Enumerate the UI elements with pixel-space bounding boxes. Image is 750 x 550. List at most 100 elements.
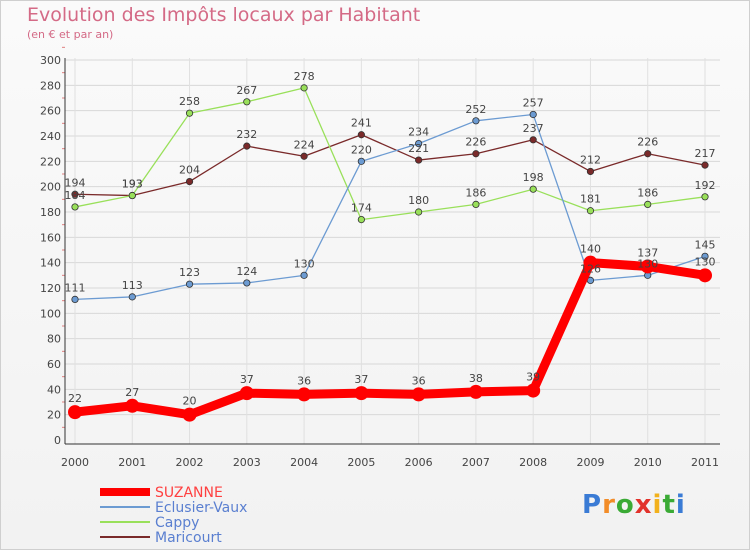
data-point bbox=[640, 259, 655, 274]
data-label: 124 bbox=[236, 265, 257, 278]
y-tick-label: 220 bbox=[40, 155, 61, 168]
data-label: 186 bbox=[637, 186, 658, 199]
data-label: 137 bbox=[637, 246, 658, 259]
data-label: 140 bbox=[580, 243, 601, 256]
data-label: 111 bbox=[65, 281, 86, 294]
y-tick-label: 160 bbox=[40, 231, 61, 244]
x-tick-label: 2003 bbox=[233, 456, 261, 469]
axes: 0204060801001201401601802002202402602803… bbox=[40, 46, 720, 469]
data-point bbox=[357, 157, 365, 165]
data-label: 220 bbox=[351, 143, 372, 156]
data-point bbox=[243, 142, 251, 150]
series-line-maricourt bbox=[74, 134, 706, 197]
chart-title: Evolution des Impôts locaux par Habitant bbox=[27, 4, 421, 26]
data-label: 174 bbox=[351, 202, 372, 215]
data-label: 130 bbox=[294, 257, 315, 270]
x-tick-label: 2004 bbox=[290, 456, 318, 469]
data-label: 193 bbox=[122, 178, 143, 191]
data-label: 241 bbox=[351, 117, 372, 130]
legend-label: Cappy bbox=[155, 515, 199, 531]
data-label: 38 bbox=[469, 372, 483, 385]
data-label: 212 bbox=[580, 153, 601, 166]
data-label: 126 bbox=[580, 262, 601, 275]
x-tick-label: 2010 bbox=[634, 456, 662, 469]
x-tick-label: 2001 bbox=[118, 456, 146, 469]
data-label: 267 bbox=[236, 84, 257, 97]
data-point bbox=[529, 136, 537, 144]
data-label: 198 bbox=[523, 171, 544, 184]
data-label: 204 bbox=[179, 164, 200, 177]
x-tick-label: 2009 bbox=[576, 456, 604, 469]
data-point bbox=[701, 252, 709, 260]
data-label: 145 bbox=[695, 238, 716, 251]
data-point bbox=[185, 178, 194, 186]
y-tick-label: 140 bbox=[40, 257, 61, 270]
data-point bbox=[586, 207, 595, 215]
data-label: 180 bbox=[408, 194, 429, 207]
y-tick-label: 60 bbox=[47, 358, 61, 371]
y-tick-label: 40 bbox=[47, 383, 61, 396]
data-label: 130 bbox=[637, 257, 658, 270]
data-point bbox=[701, 161, 709, 169]
data-point bbox=[357, 216, 365, 224]
y-tick-label: 120 bbox=[40, 282, 61, 295]
data-label: 257 bbox=[523, 96, 544, 109]
y-tick-label: 260 bbox=[40, 105, 61, 118]
data-label: 226 bbox=[465, 136, 486, 149]
series-line-suzanne bbox=[74, 258, 706, 420]
data-point bbox=[529, 185, 537, 193]
x-tick-label: 2007 bbox=[462, 456, 490, 469]
data-label: 184 bbox=[65, 189, 86, 202]
data-label: 226 bbox=[637, 136, 658, 149]
data-point bbox=[472, 150, 480, 158]
data-point bbox=[415, 156, 423, 164]
y-tick-label: 0 bbox=[54, 434, 61, 447]
series-layer bbox=[68, 84, 712, 422]
y-tick-label: 20 bbox=[47, 409, 61, 422]
data-labels: 194 193 204 232 224 241 221 226 237 212 226 217 184 1… bbox=[65, 70, 716, 408]
data-label: 258 bbox=[179, 95, 200, 108]
data-point bbox=[300, 152, 308, 160]
data-point bbox=[71, 203, 79, 211]
data-point bbox=[185, 109, 194, 117]
data-point bbox=[300, 271, 308, 279]
data-label: 278 bbox=[294, 70, 315, 83]
proxiti-logo: Proxiti bbox=[582, 490, 686, 520]
data-label: 181 bbox=[580, 193, 601, 206]
data-label: 232 bbox=[236, 128, 257, 141]
data-point bbox=[411, 387, 426, 402]
x-tick-label: 2005 bbox=[347, 456, 375, 469]
data-label: 224 bbox=[294, 138, 315, 151]
data-point bbox=[526, 383, 541, 398]
data-label: 36 bbox=[297, 374, 311, 387]
data-label: 221 bbox=[408, 142, 429, 155]
data-label: 20 bbox=[183, 395, 197, 408]
data-label: 193 bbox=[122, 178, 143, 191]
data-label: 237 bbox=[523, 122, 544, 135]
data-point bbox=[644, 200, 652, 208]
data-point bbox=[239, 386, 254, 401]
y-tick-label: 240 bbox=[40, 130, 61, 143]
data-point bbox=[68, 405, 82, 420]
x-tick-label: 2008 bbox=[519, 456, 547, 469]
data-label: 39 bbox=[526, 371, 540, 384]
y-tick-label: 180 bbox=[40, 206, 61, 219]
y-tick-label: 300 bbox=[40, 54, 61, 67]
data-point bbox=[297, 387, 312, 402]
series-line-cappy bbox=[74, 87, 706, 221]
series-line-eclusier-vaux bbox=[74, 113, 706, 301]
data-point bbox=[415, 208, 423, 216]
data-point bbox=[644, 150, 652, 158]
data-point bbox=[472, 200, 480, 208]
data-label: 37 bbox=[354, 373, 368, 386]
data-label: 27 bbox=[125, 386, 139, 399]
data-point bbox=[583, 255, 598, 270]
data-point bbox=[701, 193, 709, 201]
data-label: 22 bbox=[68, 392, 82, 405]
x-tick-label: 2011 bbox=[691, 456, 719, 469]
data-label: 186 bbox=[465, 186, 486, 199]
x-tick-label: 2000 bbox=[61, 456, 89, 469]
legend-label: SUZANNE bbox=[155, 485, 223, 501]
